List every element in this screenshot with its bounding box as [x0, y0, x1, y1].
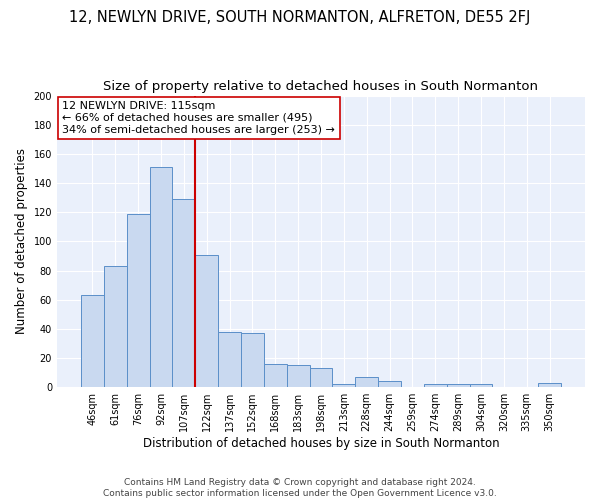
Bar — [149, 167, 172, 387]
Bar — [264, 364, 287, 387]
Bar — [195, 254, 218, 387]
Bar — [332, 384, 355, 387]
Bar — [127, 214, 149, 387]
Bar — [218, 332, 241, 387]
Bar — [378, 382, 401, 387]
Bar — [470, 384, 493, 387]
Y-axis label: Number of detached properties: Number of detached properties — [15, 148, 28, 334]
Bar — [355, 377, 378, 387]
X-axis label: Distribution of detached houses by size in South Normanton: Distribution of detached houses by size … — [143, 437, 499, 450]
Bar — [104, 266, 127, 387]
Title: Size of property relative to detached houses in South Normanton: Size of property relative to detached ho… — [103, 80, 538, 93]
Bar — [446, 384, 470, 387]
Bar — [538, 383, 561, 387]
Bar — [424, 384, 446, 387]
Text: Contains HM Land Registry data © Crown copyright and database right 2024.
Contai: Contains HM Land Registry data © Crown c… — [103, 478, 497, 498]
Text: 12 NEWLYN DRIVE: 115sqm
← 66% of detached houses are smaller (495)
34% of semi-d: 12 NEWLYN DRIVE: 115sqm ← 66% of detache… — [62, 102, 335, 134]
Bar — [241, 334, 264, 387]
Bar — [310, 368, 332, 387]
Bar — [287, 366, 310, 387]
Bar — [81, 296, 104, 387]
Text: 12, NEWLYN DRIVE, SOUTH NORMANTON, ALFRETON, DE55 2FJ: 12, NEWLYN DRIVE, SOUTH NORMANTON, ALFRE… — [70, 10, 530, 25]
Bar — [172, 199, 195, 387]
